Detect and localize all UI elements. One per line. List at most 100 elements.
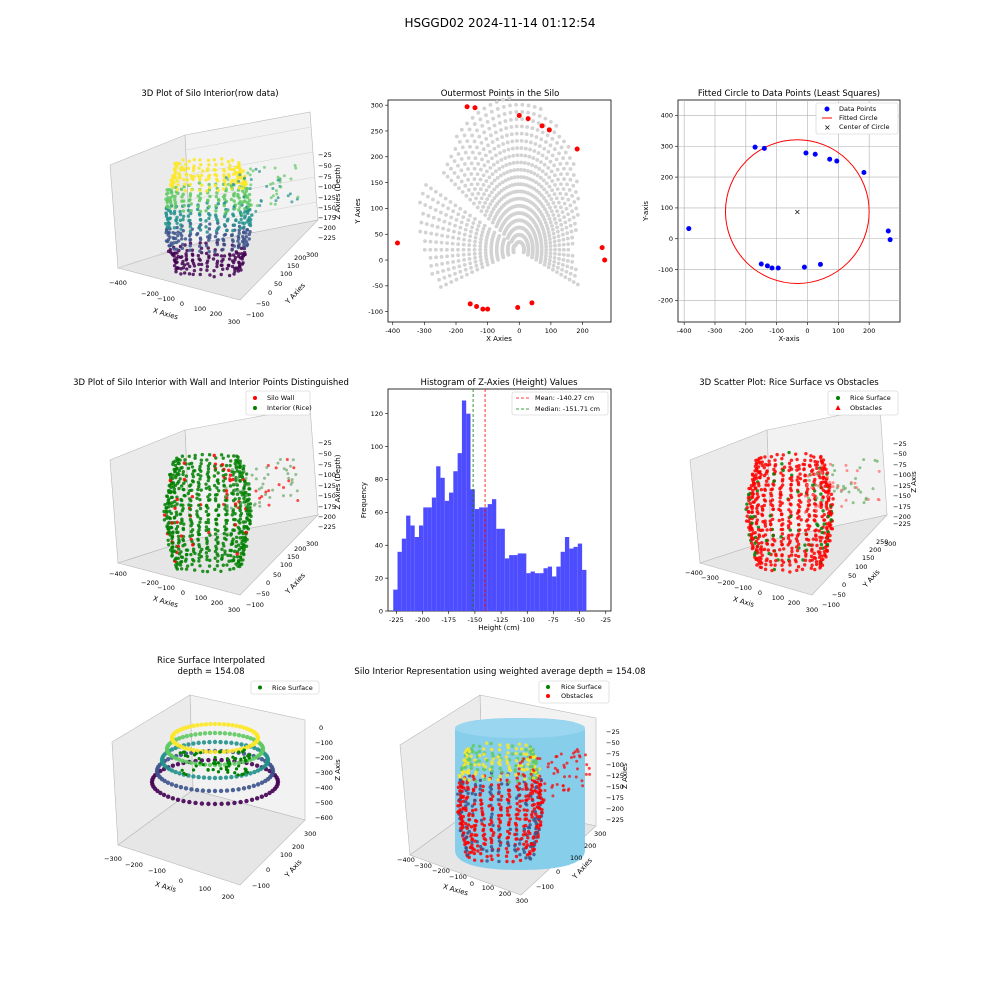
data-point xyxy=(173,203,178,207)
data-point xyxy=(492,178,497,183)
data-point xyxy=(472,824,476,828)
histogram-bar xyxy=(461,400,467,611)
data-point xyxy=(807,503,812,507)
data-point xyxy=(467,812,472,816)
z-tick-label: −200 xyxy=(318,513,336,521)
data-point xyxy=(175,456,179,460)
rice-point xyxy=(227,760,231,764)
data-point xyxy=(214,544,218,549)
data-point xyxy=(553,243,557,248)
data-point xyxy=(473,235,478,240)
data-point xyxy=(531,776,536,780)
data-point xyxy=(166,191,170,195)
data-point xyxy=(524,813,528,817)
data-point xyxy=(220,463,225,467)
data-point xyxy=(214,204,218,208)
data-point xyxy=(219,272,223,277)
data-point xyxy=(490,220,495,225)
data-point xyxy=(447,273,452,278)
data-point xyxy=(756,481,761,486)
data-point xyxy=(855,486,859,490)
data-point xyxy=(212,474,217,478)
surface-point xyxy=(208,721,213,727)
data-point xyxy=(770,568,774,573)
data-point xyxy=(552,192,557,197)
data-point xyxy=(231,228,235,233)
data-point xyxy=(459,179,464,184)
surface-point xyxy=(208,749,213,755)
data-point xyxy=(452,159,457,164)
data-point xyxy=(462,262,467,267)
x-tick-label: 100 xyxy=(832,327,844,335)
data-point xyxy=(213,172,217,177)
data-point xyxy=(487,777,492,782)
data-point xyxy=(756,465,761,469)
data-point xyxy=(518,804,522,808)
data-point xyxy=(507,96,512,101)
data-point xyxy=(294,166,298,170)
data-point xyxy=(537,114,542,118)
data-point xyxy=(466,167,470,171)
data-point xyxy=(810,468,815,472)
data-point xyxy=(226,172,231,177)
data-point xyxy=(186,491,191,496)
data-point xyxy=(748,501,753,506)
data-point xyxy=(459,220,464,225)
z-tick-label: −300 xyxy=(315,769,333,777)
x-tick-label: 200 xyxy=(576,327,588,335)
data-point xyxy=(215,486,219,490)
data-point xyxy=(472,251,477,256)
data-point xyxy=(490,812,494,816)
data-point xyxy=(803,494,807,498)
y-tick-label: 100 xyxy=(280,561,292,569)
data-point xyxy=(168,247,173,252)
histogram-bar xyxy=(513,555,518,611)
data-point xyxy=(181,487,185,492)
data-point xyxy=(753,464,758,469)
data-point xyxy=(244,530,248,535)
data-point xyxy=(461,807,466,811)
data-point xyxy=(235,552,239,556)
x-tick-label: -175 xyxy=(441,616,456,624)
data-point xyxy=(179,484,184,488)
legend-box xyxy=(538,680,610,704)
rice-point xyxy=(197,757,201,761)
surface-point xyxy=(239,742,244,747)
data-point xyxy=(170,554,174,558)
data-point xyxy=(187,272,192,276)
data-point xyxy=(216,504,221,509)
data-point xyxy=(506,840,510,844)
data-point xyxy=(198,258,202,262)
data-point xyxy=(818,456,823,460)
surface-point xyxy=(232,800,237,806)
data-point xyxy=(744,519,749,523)
data-point xyxy=(815,466,819,471)
data-point xyxy=(198,218,203,222)
data-point xyxy=(515,138,519,143)
data-point xyxy=(524,785,528,789)
data-point xyxy=(515,160,520,165)
data-point xyxy=(238,479,242,483)
data-point xyxy=(821,480,825,484)
y-tick-labels: −100 −50 0 50 100 150 200 250 300 xyxy=(822,538,896,609)
histogram-bar xyxy=(500,528,505,611)
data-point xyxy=(277,483,281,487)
data-point xyxy=(538,782,542,786)
data-point xyxy=(171,549,175,553)
data-point xyxy=(766,483,770,487)
y-axis-label: Y Axies xyxy=(283,571,307,596)
data-point xyxy=(466,218,471,223)
data-point xyxy=(795,539,800,543)
data-point xyxy=(824,500,829,504)
surface-point xyxy=(238,724,243,729)
data-point xyxy=(481,173,486,178)
data-point xyxy=(234,544,238,549)
data-point xyxy=(566,242,571,247)
data-point xyxy=(238,517,243,521)
data-point xyxy=(457,264,462,269)
data-point xyxy=(262,165,266,169)
data-point xyxy=(445,260,450,265)
data-point xyxy=(815,496,819,500)
data-point xyxy=(229,559,234,563)
data-point xyxy=(439,254,444,259)
